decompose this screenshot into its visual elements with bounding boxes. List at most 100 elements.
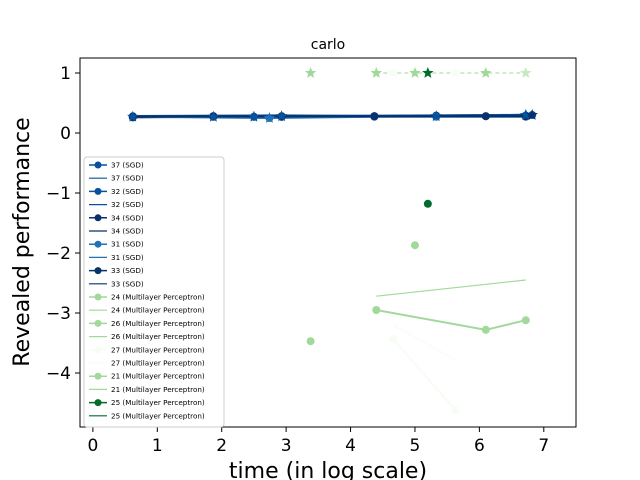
legend-item: 37 (SGD)	[89, 161, 144, 170]
y-tick-label: 0	[60, 124, 71, 144]
legend-label: 27 (Multilayer Perceptron)	[111, 359, 205, 368]
series-line-11	[376, 279, 526, 297]
star-marker	[409, 67, 421, 78]
data-point	[389, 334, 398, 343]
x-tick-label: 3	[281, 436, 292, 456]
legend-item: 34 (SGD)	[89, 213, 144, 222]
legend-label: 24 (Multilayer Perceptron)	[111, 293, 205, 302]
data-point	[451, 406, 460, 415]
legend-label: 24 (Multilayer Perceptron)	[111, 306, 205, 315]
star-marker	[449, 67, 462, 78]
series-line-12	[376, 309, 526, 331]
legend-item: 21 (Multilayer Perceptron)	[89, 385, 205, 394]
star-marker	[370, 67, 382, 78]
star-marker	[430, 110, 442, 122]
legend-item: 27 (Multilayer Perceptron)	[89, 345, 205, 354]
star-marker	[275, 110, 288, 122]
legend-label: 37 (SGD)	[111, 174, 144, 183]
legend-label: 37 (SGD)	[111, 161, 144, 170]
legend-item: 25 (Multilayer Perceptron)	[89, 398, 205, 407]
legend-label: 26 (Multilayer Perceptron)	[111, 319, 205, 328]
legend-marker	[94, 399, 102, 407]
x-tick-label: 2	[216, 436, 227, 456]
legend-item: 26 (Multilayer Perceptron)	[89, 319, 205, 328]
y-tick-label: −1	[46, 184, 71, 204]
legend-item: 37 (SGD)	[89, 174, 144, 183]
legend-label: 21 (Multilayer Perceptron)	[111, 385, 205, 394]
legend-item: 21 (Multilayer Perceptron)	[89, 372, 205, 381]
x-tick-label: 5	[410, 436, 421, 456]
legend-marker	[94, 187, 102, 195]
series-line-15	[392, 324, 456, 361]
legend-item: 33 (SGD)	[89, 279, 144, 288]
legend-item: 31 (SGD)	[89, 240, 144, 249]
legend-label: 27 (Multilayer Perceptron)	[111, 345, 205, 354]
plot-frame	[79, 57, 577, 428]
series-line-14	[392, 338, 457, 411]
plot-area	[127, 67, 538, 415]
star-marker	[207, 110, 219, 122]
legend-item: 31 (SGD)	[89, 253, 144, 262]
y-tick-label: −2	[46, 244, 71, 264]
legend-item: 26 (Multilayer Perceptron)	[89, 332, 205, 341]
legend-item: 24 (Multilayer Perceptron)	[89, 306, 205, 315]
data-point	[306, 337, 315, 346]
legend-label: 34 (SGD)	[111, 213, 144, 222]
star-marker	[304, 67, 317, 78]
legend-label: 26 (Multilayer Perceptron)	[111, 332, 205, 341]
star-marker	[422, 67, 434, 78]
y-tick-label: −3	[46, 304, 71, 324]
legend: 37 (SGD) 37 (SGD) 32 (SGD) 32 (SGD) 34 (SGD)…	[83, 156, 225, 428]
legend-label: 34 (SGD)	[111, 227, 144, 236]
legend-marker	[94, 161, 102, 169]
series-line-9	[132, 115, 533, 118]
x-tick-label: 1	[152, 436, 163, 456]
legend-marker	[94, 214, 102, 222]
x-tick-label: 6	[474, 436, 485, 456]
legend-label: 21 (Multilayer Perceptron)	[111, 372, 205, 381]
star-marker	[263, 112, 276, 123]
y-tick-label: 1	[60, 64, 71, 84]
legend-item: 32 (SGD)	[89, 200, 144, 209]
legend-item: 27 (Multilayer Perceptron)	[89, 359, 205, 368]
legend-label: 32 (SGD)	[111, 187, 144, 196]
x-axis-label: time (in log scale)	[229, 459, 427, 480]
star-marker	[127, 110, 139, 122]
star-marker	[526, 109, 538, 120]
star-marker	[520, 109, 532, 120]
legend-box	[83, 156, 225, 428]
legend-marker	[94, 293, 102, 301]
legend-label: 33 (SGD)	[111, 279, 144, 288]
star-marker	[520, 67, 532, 78]
legend-item: 33 (SGD)	[89, 266, 144, 275]
x-axis: 0 1 2 3 4 5 6 7	[87, 427, 549, 456]
legend-label: 32 (SGD)	[111, 200, 144, 209]
legend-marker	[94, 240, 102, 248]
x-tick-label: 7	[538, 436, 549, 456]
star-marker	[480, 67, 492, 78]
legend-item: 24 (Multilayer Perceptron)	[89, 293, 205, 302]
chart-title: carlo	[311, 37, 346, 53]
legend-label: 25 (Multilayer Perceptron)	[111, 398, 205, 407]
star-marker	[387, 67, 399, 78]
data-point	[423, 199, 432, 208]
legend-marker	[94, 346, 102, 354]
legend-marker	[94, 267, 102, 275]
data-point	[410, 241, 419, 250]
legend-label: 33 (SGD)	[111, 266, 144, 275]
legend-label: 25 (Multilayer Perceptron)	[111, 411, 205, 420]
series-line-13	[376, 309, 526, 331]
legend-label: 31 (SGD)	[111, 240, 144, 249]
legend-item: 34 (SGD)	[89, 227, 144, 236]
legend-marker	[94, 319, 102, 327]
star-marker	[248, 110, 260, 122]
legend-item: 32 (SGD)	[89, 187, 144, 196]
legend-label: 31 (SGD)	[111, 253, 144, 262]
legend-marker	[94, 372, 102, 380]
legend-item: 25 (Multilayer Perceptron)	[89, 411, 205, 420]
x-tick-label: 4	[345, 436, 356, 456]
y-axis: 1 0 −1 −2 −3 −4	[46, 64, 80, 384]
x-tick-label: 0	[87, 436, 98, 456]
y-tick-label: −4	[46, 364, 71, 384]
